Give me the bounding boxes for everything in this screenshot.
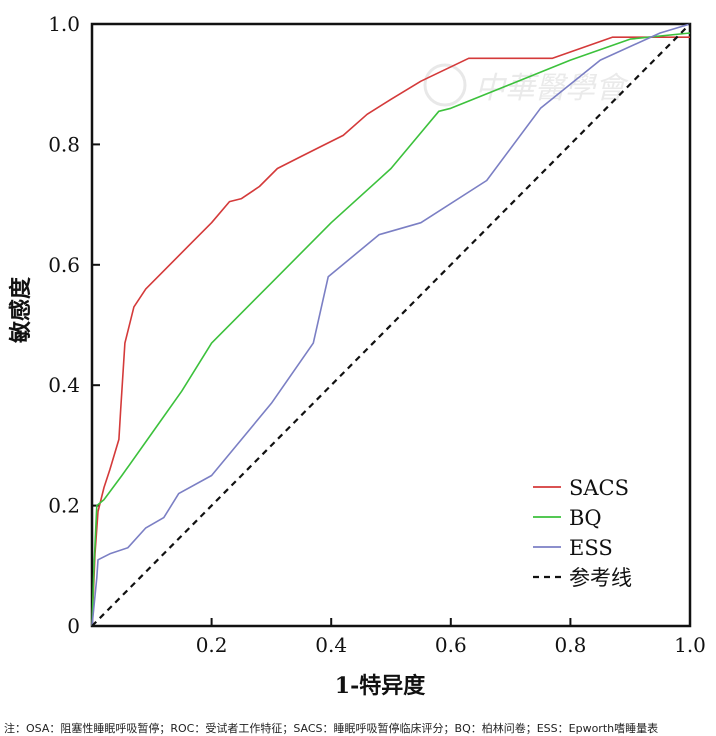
x-tick-label: 0.6 (435, 633, 467, 657)
x-tick-label: 0.8 (554, 633, 586, 657)
legend-label: SACS (569, 476, 629, 500)
x-tick-label: 1.0 (674, 633, 706, 657)
legend-label: BQ (569, 506, 602, 530)
series-line-2 (91, 32, 691, 627)
y-tick-label: 0.6 (48, 253, 80, 277)
x-tick-label: 0.2 (196, 633, 228, 657)
legend: SACS BQ ESS 参考线 (533, 476, 632, 590)
legend-label: ESS (569, 536, 613, 560)
y-tick-label: 0 (67, 614, 80, 638)
y-axis-title: 敏感度 (8, 276, 34, 344)
footnote: 注：OSA：阻塞性睡眠呼吸暂停；ROC：受试者工作特征；SACS：睡眠呼吸暂停临… (4, 722, 659, 735)
x-tick-label: 0.4 (315, 633, 347, 657)
series-line-3 (91, 23, 691, 627)
y-tick-label: 0.2 (48, 494, 80, 518)
series-line-4 (91, 23, 691, 627)
legend-label: 参考线 (569, 566, 632, 590)
watermark-logo-icon (423, 63, 467, 107)
series-layer (91, 23, 691, 627)
roc-chart: 中華醫學會 0.2 0.4 0.6 0.8 1.0 0 0.2 0.4 0.6 0.8 1.0 S… (8, 12, 706, 699)
y-tick-label: 0.8 (48, 132, 80, 156)
y-tick-label: 0.4 (48, 373, 80, 397)
series-line-1 (91, 36, 690, 627)
x-axis-title: 1-特异度 (335, 673, 426, 699)
x-axis-ticks: 0.2 0.4 0.6 0.8 1.0 (196, 618, 706, 657)
y-tick-label: 1.0 (48, 12, 80, 36)
plot-frame (90, 22, 692, 628)
watermark: 中華醫學會 (423, 63, 629, 107)
